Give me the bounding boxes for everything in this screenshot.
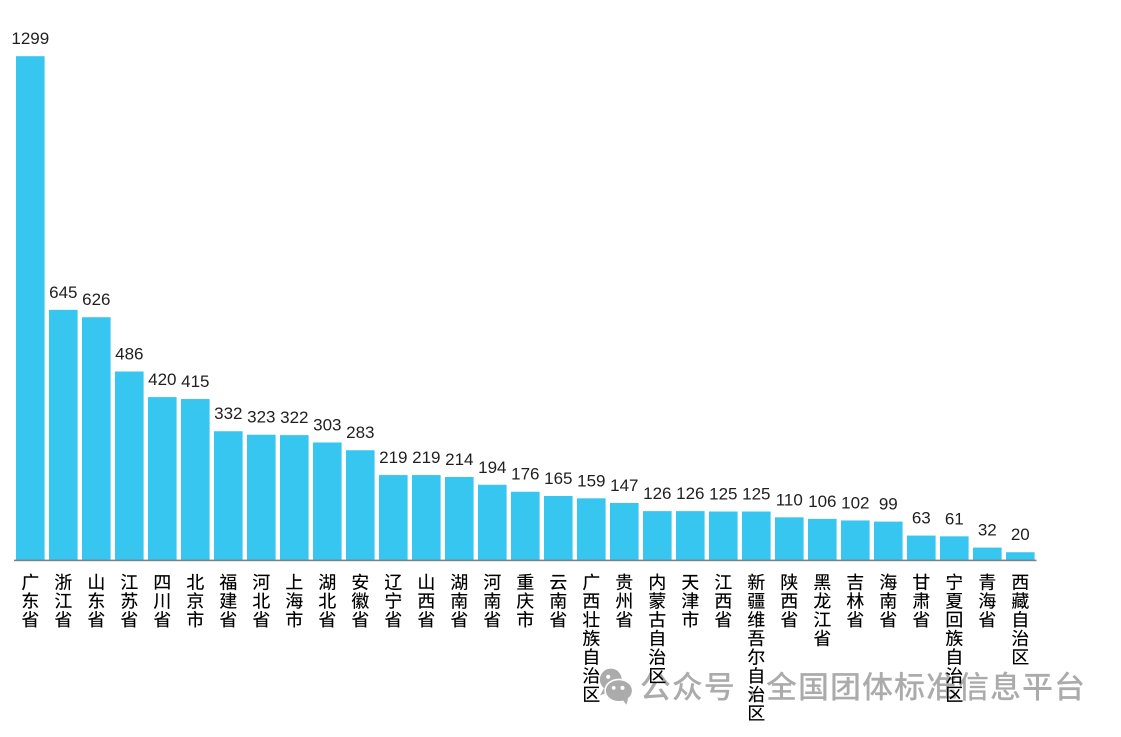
svg-text:194: 194: [478, 458, 506, 477]
svg-text:176: 176: [511, 465, 539, 484]
svg-text:323: 323: [247, 408, 275, 427]
svg-text:214: 214: [445, 450, 473, 469]
svg-text:61: 61: [945, 509, 964, 528]
svg-text:322: 322: [280, 408, 308, 427]
svg-text:420: 420: [148, 370, 176, 389]
svg-text:63: 63: [912, 509, 931, 528]
svg-text:332: 332: [214, 404, 242, 423]
svg-text:125: 125: [742, 485, 770, 504]
svg-text:102: 102: [841, 493, 869, 512]
svg-text:303: 303: [313, 415, 341, 434]
svg-text:645: 645: [49, 283, 77, 302]
svg-text:126: 126: [676, 484, 704, 503]
svg-text:32: 32: [978, 521, 997, 540]
svg-text:159: 159: [577, 471, 605, 490]
svg-text:626: 626: [82, 290, 110, 309]
svg-text:486: 486: [115, 345, 143, 364]
svg-text:219: 219: [379, 448, 407, 467]
svg-text:415: 415: [181, 372, 209, 391]
svg-text:126: 126: [643, 484, 671, 503]
svg-text:106: 106: [808, 492, 836, 511]
svg-text:283: 283: [346, 423, 374, 442]
svg-text:1299: 1299: [11, 29, 49, 48]
svg-text:219: 219: [412, 448, 440, 467]
svg-text:147: 147: [610, 476, 638, 495]
svg-text:110: 110: [776, 490, 803, 509]
svg-text:99: 99: [879, 495, 898, 514]
svg-text:165: 165: [544, 469, 572, 488]
svg-text:125: 125: [709, 485, 737, 504]
svg-text:20: 20: [1011, 525, 1030, 544]
